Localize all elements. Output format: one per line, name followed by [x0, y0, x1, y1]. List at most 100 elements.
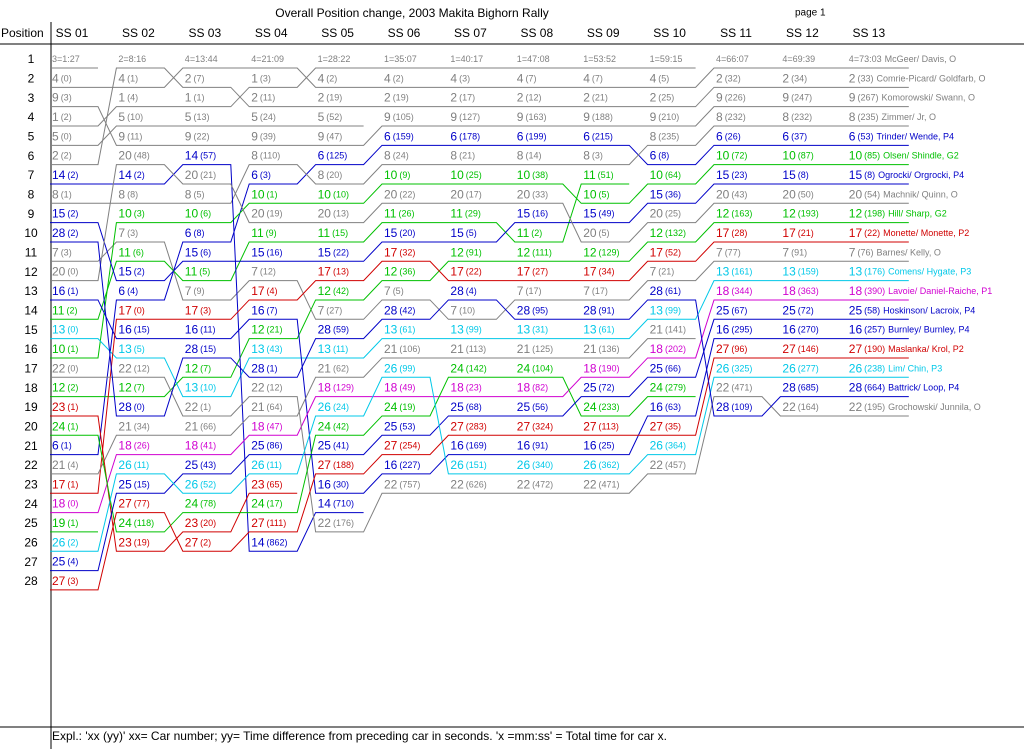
cell-label: 27 (113): [583, 419, 619, 433]
time-diff: (232): [725, 112, 746, 122]
car-number: 7: [583, 284, 590, 298]
car-number: 8: [782, 110, 789, 124]
time-diff: (215): [592, 132, 613, 142]
cell-label: 9 (39): [251, 129, 276, 143]
cell-label: 22 (12): [251, 381, 282, 395]
time-diff: (2): [66, 306, 77, 316]
time-diff: (0): [67, 325, 78, 335]
car-number: 22: [583, 477, 597, 491]
cell-label: 8 (235): [650, 129, 680, 143]
time-diff: (11): [267, 460, 282, 470]
cell-label: 21 (62): [318, 361, 349, 375]
car-track: [50, 164, 909, 359]
cell-label: 9 (210): [650, 110, 680, 124]
cell-label: 12 (193): [782, 207, 818, 221]
time-diff: (29): [465, 209, 481, 219]
page-label: page 1: [795, 8, 826, 19]
cell-label: 15 (16): [517, 207, 548, 221]
car-number: 2: [849, 72, 856, 86]
car-number: 6: [185, 226, 192, 240]
time-diff: (25): [665, 209, 681, 219]
cell-label: 20 (13): [318, 207, 349, 221]
cell-label: 13 (5): [118, 342, 144, 356]
cell-label: 18 (47): [251, 419, 282, 433]
crew-name: Battrick/ Loop, P4: [888, 383, 959, 393]
time-diff: (10): [459, 306, 475, 316]
cell-label: 12 (36): [384, 265, 415, 279]
car-number: 16: [450, 439, 464, 453]
cell-label: 4=73:03 McGeer/ Davis, O: [849, 54, 956, 64]
time-diff: (52): [326, 112, 342, 122]
car-number: 21: [384, 342, 398, 356]
time-diff: (5): [466, 228, 477, 238]
cell-label: 2 (12): [517, 91, 542, 105]
car-track: [50, 376, 696, 533]
cell-label: 17 (4): [251, 284, 277, 298]
car-number: 8: [450, 149, 457, 163]
time-diff: (67): [731, 306, 747, 316]
cell-label: 27 (283): [450, 419, 486, 433]
cell-label: 16 (169): [450, 439, 486, 453]
position-label: 2: [28, 72, 35, 86]
car-number: 4: [118, 72, 125, 86]
car-number: 15: [650, 187, 664, 201]
time-diff: (2): [134, 267, 145, 277]
crew-name: Hoskinson/ Lacroix, P4: [883, 306, 975, 316]
car-number: 11: [52, 303, 65, 317]
car-number: 10: [650, 168, 664, 182]
car-number: 20: [450, 187, 464, 201]
cell-label: 15 (49): [583, 207, 614, 221]
car-number: 10: [450, 168, 464, 182]
car-number: 1: [650, 54, 655, 64]
time-diff: (16): [532, 209, 548, 219]
cell-label: 4=69:39: [782, 54, 815, 64]
time-diff: (295): [731, 325, 752, 335]
cell-label: 14 (2): [52, 168, 78, 182]
cell-label: 12 (91): [450, 245, 481, 259]
time-diff: (159): [798, 267, 819, 277]
car-number: 5: [185, 110, 192, 124]
time-diff: (238): [864, 364, 885, 374]
time-diff: (136): [599, 344, 620, 354]
time-diff: (233): [599, 402, 620, 412]
time-diff: (626): [466, 480, 487, 490]
car-number: 24: [517, 361, 531, 375]
car-number: 17: [716, 226, 730, 240]
cell-label: 11 (15): [318, 226, 348, 240]
time-diff: (146): [798, 344, 819, 354]
car-number: 21: [650, 323, 664, 337]
position-label: 13: [24, 284, 38, 298]
cell-label: 15 (2): [118, 265, 144, 279]
cell-label: 24 (17): [251, 497, 282, 511]
car-number: 25: [517, 400, 531, 414]
time-diff: (1): [61, 441, 72, 451]
time-diff: (163): [525, 112, 546, 122]
stage-header: SS 11: [720, 26, 752, 40]
cell-label: 7 (3): [118, 226, 138, 240]
time-diff: (2): [531, 228, 542, 238]
time-diff: (0): [61, 74, 72, 84]
time-diff: (42): [399, 306, 415, 316]
cell-label: 11 (51): [583, 168, 613, 182]
car-number: 12: [384, 265, 398, 279]
car-number: 1: [52, 110, 59, 124]
cell-label: 22 (1): [185, 400, 211, 414]
time-diff: (15): [332, 228, 348, 238]
cell-label: 21 (106): [384, 342, 420, 356]
cell-label: 16 (257) Burnley/ Burnley, P4: [849, 323, 970, 337]
time-diff: (111): [532, 248, 552, 258]
time-diff: (27): [532, 267, 548, 277]
car-number: 21: [583, 342, 597, 356]
car-number: 5: [118, 110, 125, 124]
cell-label: 24 (279): [650, 381, 686, 395]
car-number: 26: [52, 535, 66, 549]
cell-label: 11 (2): [52, 303, 77, 317]
time-diff: (1): [61, 190, 72, 200]
cell-label: 9 (188): [583, 110, 613, 124]
time-diff: (64): [267, 402, 283, 412]
car-number: 8: [849, 110, 856, 124]
car-number: 17: [318, 265, 332, 279]
time-diff: (66): [665, 364, 681, 374]
time-diff: (3): [459, 74, 470, 84]
cell-label: 26 (11): [118, 458, 149, 472]
